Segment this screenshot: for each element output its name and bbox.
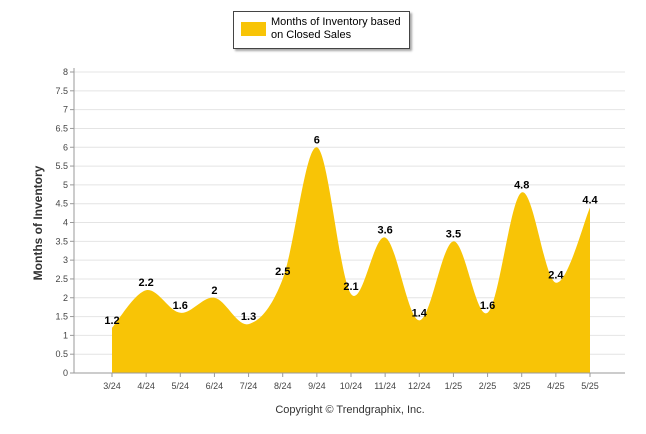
y-tick-label: 7.5 <box>55 86 68 96</box>
y-tick-label: 3 <box>63 255 68 265</box>
legend: Months of Inventory based on Closed Sale… <box>233 11 410 49</box>
data-label: 2 <box>211 285 217 297</box>
x-tick-label: 12/24 <box>408 381 431 391</box>
y-tick-label: 2 <box>63 293 68 303</box>
x-axis: 3/24 4/24 5/24 6/24 7/24 8/24 9/24 10/24 11/24 12… <box>74 372 625 391</box>
data-label: 1.3 <box>241 311 256 323</box>
y-tick-label: 5 <box>63 180 68 190</box>
y-tick-label: 2.5 <box>55 274 68 284</box>
y-axis: 0 0.5 1 1.5 2 2.5 3 3.5 4 4.5 5 5.5 6 6.5 7 7.5 8 <box>55 67 75 378</box>
data-label: 2.4 <box>548 270 564 282</box>
data-label: 6 <box>314 134 320 146</box>
gridlines <box>74 71 625 355</box>
legend-label: Months of Inventory based on Closed Sale… <box>271 16 401 41</box>
x-tick-label: 8/24 <box>274 381 292 391</box>
data-label: 3.5 <box>446 228 461 240</box>
y-tick-label: 0 <box>63 368 68 378</box>
x-tick-label: 4/24 <box>137 381 155 391</box>
x-tick-label: 9/24 <box>308 381 326 391</box>
series-area <box>112 147 590 373</box>
data-label: 1.6 <box>480 300 495 312</box>
x-tick-label: 1/25 <box>445 381 463 391</box>
x-tick-label: 6/24 <box>206 381 224 391</box>
y-tick-label: 8 <box>63 67 68 77</box>
data-label: 4.8 <box>514 179 529 191</box>
x-tick-label: 4/25 <box>547 381 565 391</box>
data-labels: 1.2 2.2 1.6 2 1.3 2.5 6 2.1 3.6 1.4 3.5 1.6 4.8 2.4 4.… <box>104 134 598 327</box>
y-tick-label: 4.5 <box>55 199 68 209</box>
y-tick-label: 6.5 <box>55 123 68 133</box>
y-tick-label: 1.5 <box>55 312 68 322</box>
y-tick-label: 0.5 <box>55 349 68 359</box>
y-tick-label: 6 <box>63 142 68 152</box>
x-tick-label: 10/24 <box>340 381 363 391</box>
data-label: 3.6 <box>377 225 392 237</box>
x-tick-label: 5/24 <box>172 381 190 391</box>
y-tick-label: 5.5 <box>55 161 68 171</box>
y-tick-label: 3.5 <box>55 236 68 246</box>
data-label: 2.2 <box>138 277 153 289</box>
data-label: 1.2 <box>104 315 119 327</box>
copyright-text: Copyright © Trendgraphix, Inc. <box>275 404 424 416</box>
x-tick-label: 2/25 <box>479 381 497 391</box>
y-axis-title: Months of Inventory <box>31 165 45 280</box>
data-label: 2.1 <box>343 281 358 293</box>
data-label: 1.6 <box>173 300 188 312</box>
data-label: 4.4 <box>582 194 598 206</box>
x-tick-label: 3/24 <box>103 381 121 391</box>
series-area-fill <box>112 147 590 373</box>
data-label: 1.4 <box>412 307 428 319</box>
y-tick-label: 4 <box>63 218 68 228</box>
x-tick-label: 5/25 <box>581 381 599 391</box>
y-tick-label: 7 <box>63 105 68 115</box>
legend-swatch <box>241 22 266 36</box>
x-tick-label: 11/24 <box>374 381 396 391</box>
x-tick-label: 7/24 <box>240 381 258 391</box>
data-label: 2.5 <box>275 266 290 278</box>
y-tick-label: 1 <box>63 330 68 340</box>
x-tick-label: 3/25 <box>513 381 531 391</box>
